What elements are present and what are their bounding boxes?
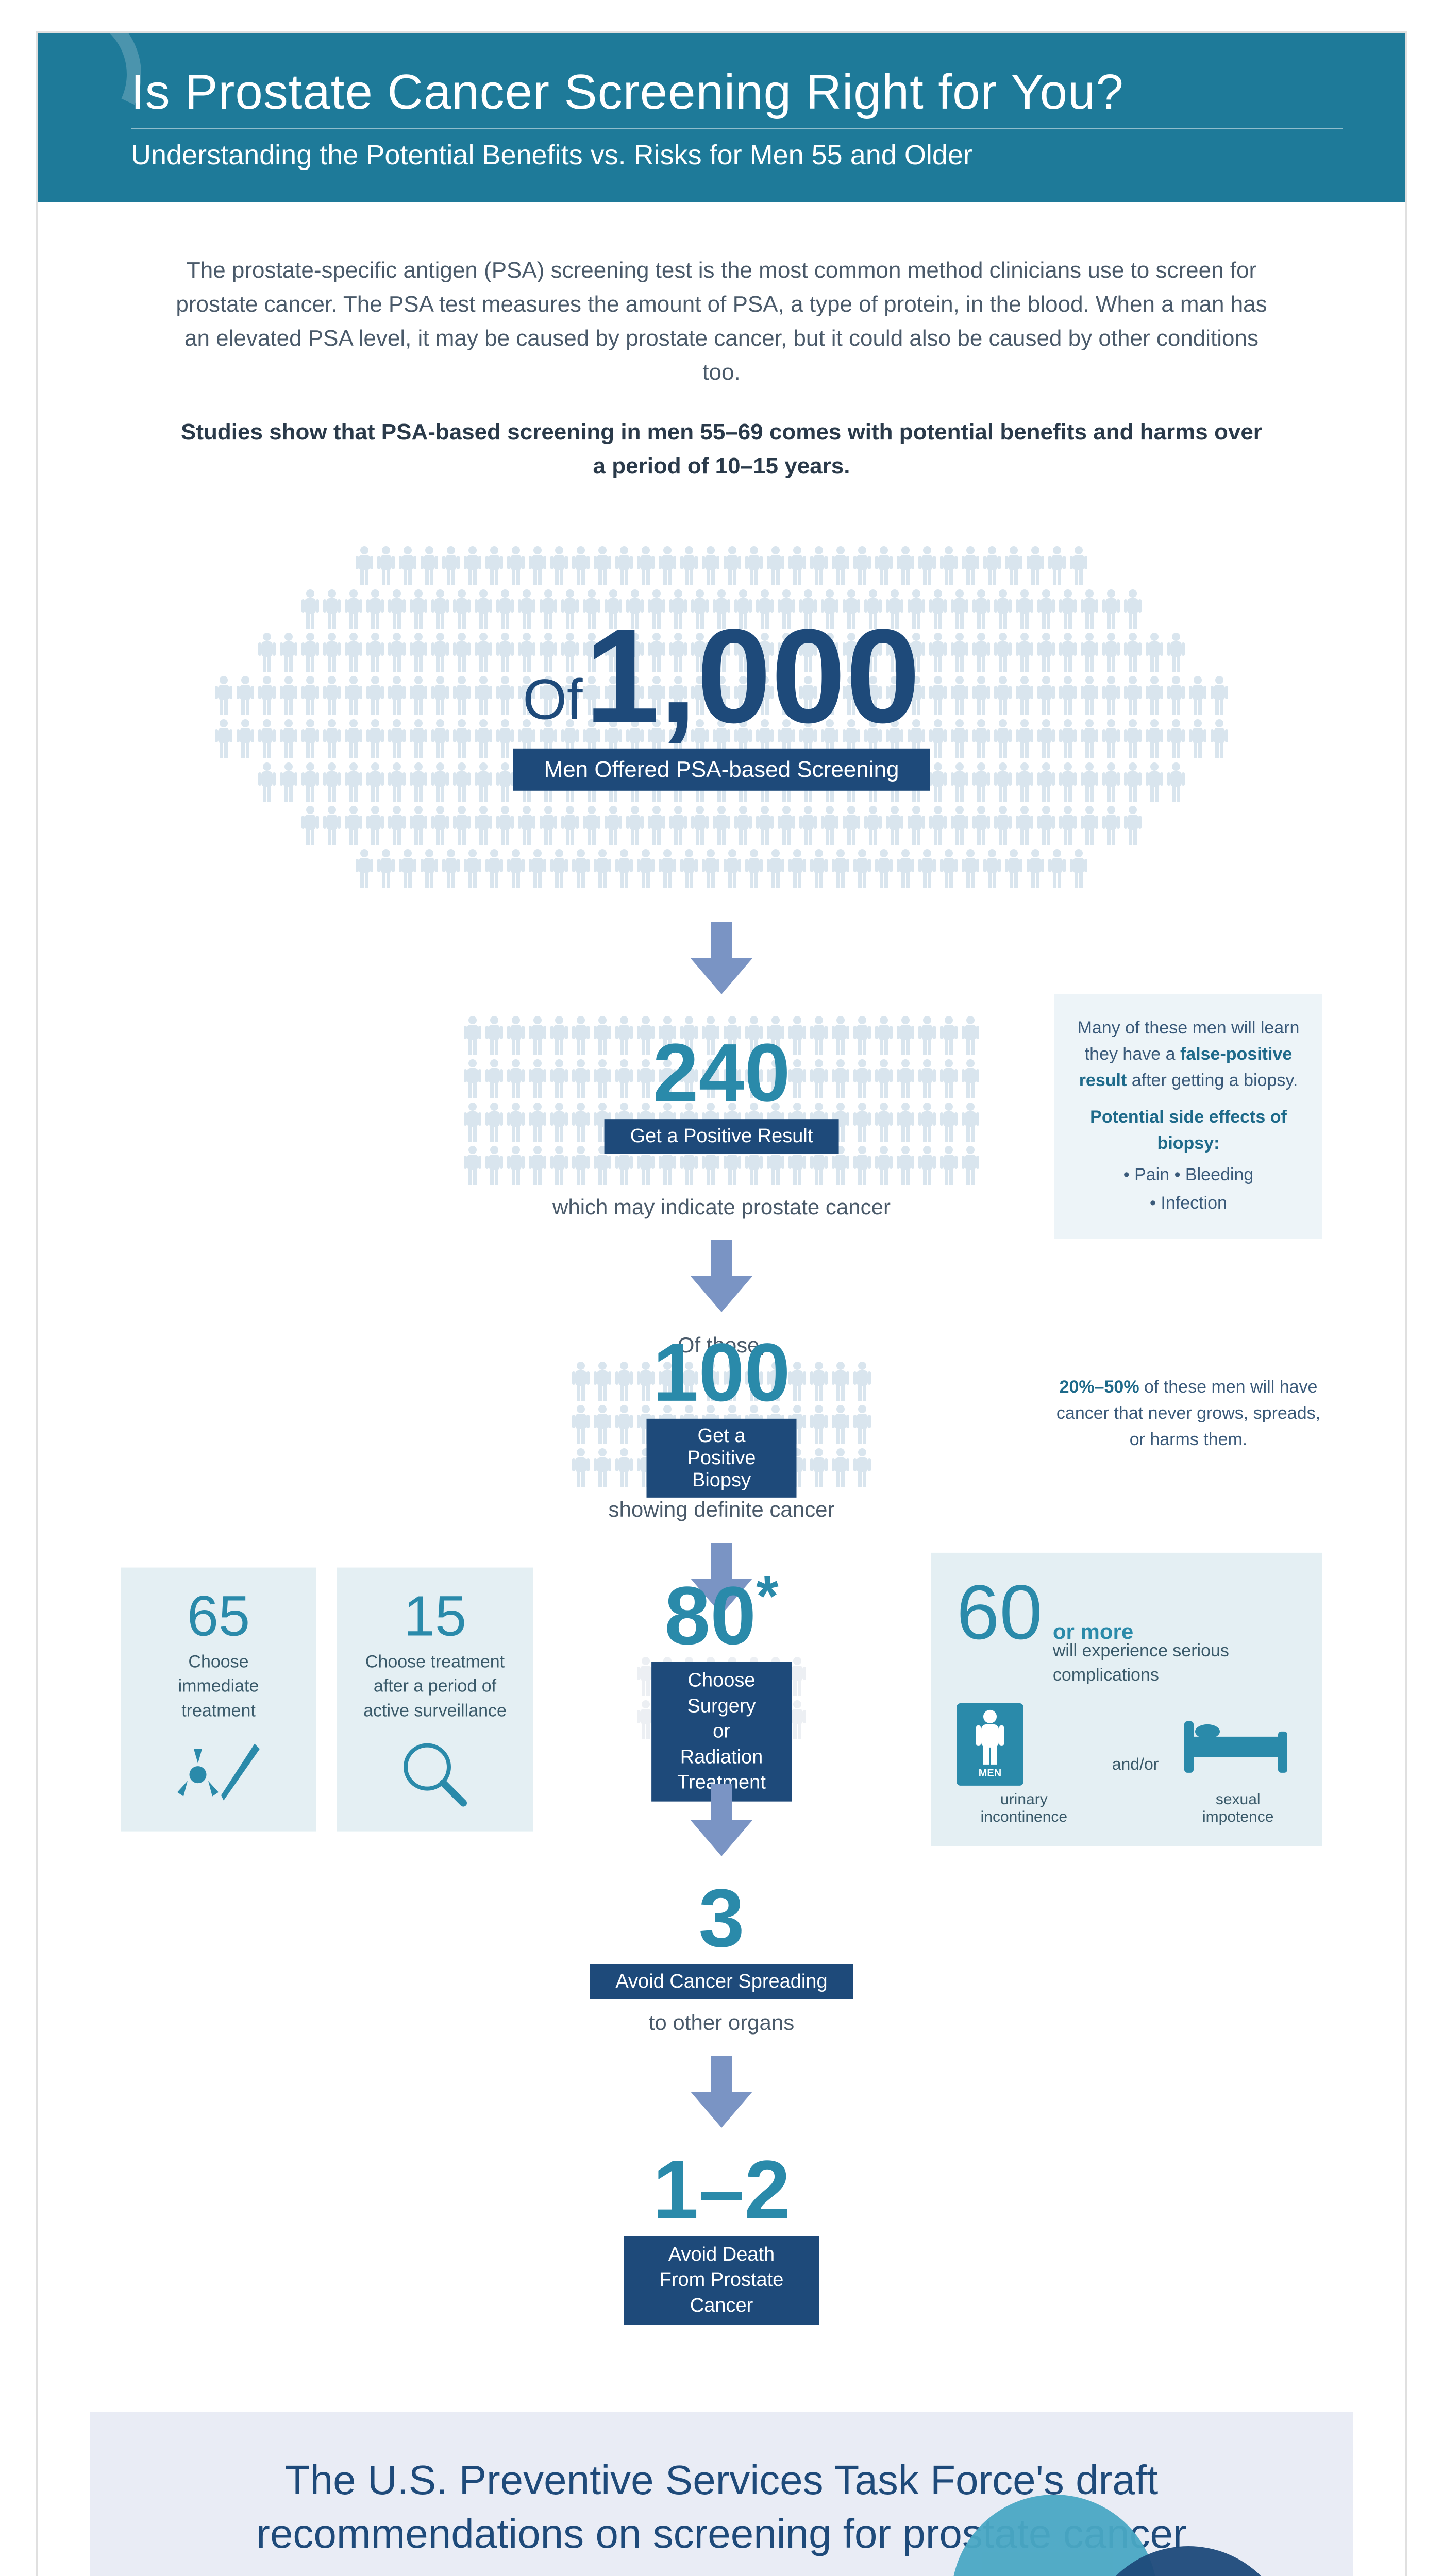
intro-section: The prostate-specific antigen (PSA) scre…: [38, 202, 1405, 504]
page-subtitle: Understanding the Potential Benefits vs.…: [131, 128, 1343, 171]
number-1-2: 1–2: [38, 2148, 1405, 2231]
step-100: Of those, 100 Get a Positive Biopsy show…: [38, 1323, 1405, 1532]
funnel-section: Of 1,000 Men Offered PSA-based Screening…: [38, 504, 1405, 2381]
magnifier-icon: [363, 1739, 507, 1811]
arrow-down-icon: [691, 2056, 752, 2128]
page-title: Is Prostate Cancer Screening Right for Y…: [131, 64, 1343, 121]
left-callouts-65-15: 65 Choose immediate treatment: [121, 1567, 533, 1832]
venn-diagram: Benefits Harms Values & Preferences ?: [920, 2495, 1291, 2576]
radiation-scalpel-icon: [146, 1739, 291, 1811]
number-3: 3: [38, 1877, 1405, 1959]
subtext-3: to other organs: [38, 2010, 1405, 2035]
of-label: Of: [523, 668, 582, 731]
step-3: 3 Avoid Cancer Spreading to other organs: [38, 1867, 1405, 2045]
step-240: 240 Get a Positive Result which may indi…: [38, 1005, 1405, 1230]
pill-1-2: Avoid Death From Prostate Cancer: [624, 2236, 819, 2325]
venn-benefits: Benefits: [951, 2495, 1157, 2576]
arrow-down-icon: [691, 922, 752, 994]
recommendations-section: The U.S. Preventive Services Task Force'…: [90, 2412, 1353, 2576]
step-80: 80* Choose Surgery or Radiation Treatmen…: [38, 1625, 1405, 1774]
bed-icon: [1179, 1703, 1293, 1786]
intro-paragraph: The prostate-specific antigen (PSA) scre…: [172, 253, 1271, 389]
number-240: 240: [605, 1031, 839, 1114]
arrow-down-icon: [691, 1784, 752, 1856]
intro-bold-paragraph: Studies show that PSA-based screening in…: [172, 415, 1271, 483]
number-80: 80*: [651, 1568, 792, 1657]
pill-1000: Men Offered PSA-based Screening: [513, 749, 930, 791]
pill-80: Choose Surgery or Radiation Treatment: [651, 1662, 792, 1802]
pill-3: Avoid Cancer Spreading: [590, 1964, 853, 1999]
header-banner: Is Prostate Cancer Screening Right for Y…: [38, 33, 1405, 202]
arrow-down-icon: [691, 1240, 752, 1312]
step-1-2: 1–2 Avoid Death From Prostate Cancer: [38, 2138, 1405, 2340]
aside-never-grows: 20%–50% of these men will have cancer th…: [1054, 1374, 1322, 1453]
number-1000: 1,000: [585, 602, 920, 751]
pill-100: Get a Positive Biopsy: [647, 1419, 797, 1498]
step-1000: Of 1,000 Men Offered PSA-based Screening: [38, 524, 1405, 912]
number-100: 100: [647, 1331, 797, 1414]
pill-240: Get a Positive Result: [605, 1119, 839, 1154]
man-icon: MEN: [957, 1703, 1023, 1786]
aside-false-positive: Many of these men will learn they have a…: [1054, 994, 1322, 1239]
callout-15: 15 Choose treatment after a period of ac…: [337, 1567, 533, 1832]
callout-60-complications: 60 or more will experience serious compl…: [931, 1552, 1322, 1846]
callout-65: 65 Choose immediate treatment: [121, 1567, 316, 1832]
